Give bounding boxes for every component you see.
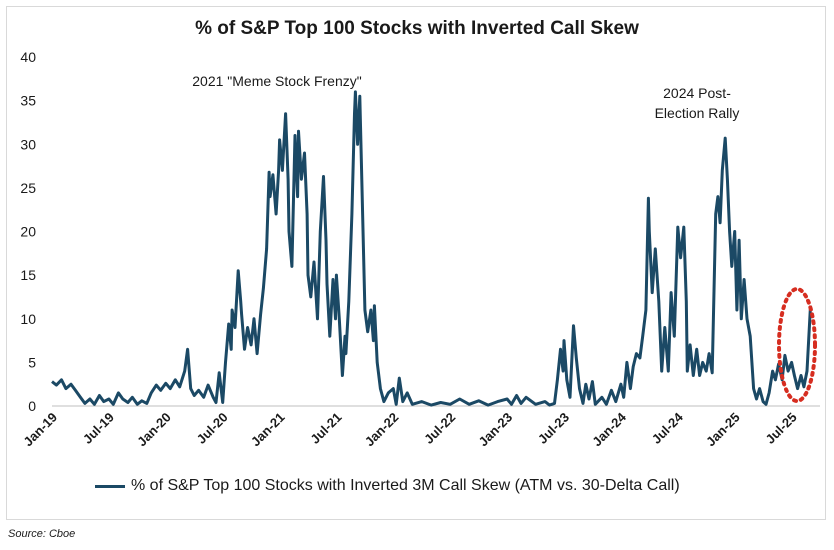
chart-title: % of S&P Top 100 Stocks with Inverted Ca… (195, 18, 639, 39)
y-tick-label: 10 (20, 311, 36, 327)
x-tick-label: Jul-21 (307, 410, 344, 447)
series-layer (51, 90, 812, 407)
series-line (51, 90, 812, 407)
x-tick-label: Jan-25 (703, 410, 743, 450)
x-tick-label: Jul-20 (194, 410, 231, 447)
annotation-post-election-line2: Election Rally (655, 105, 740, 121)
source-note: Source: Cboe (8, 528, 76, 540)
y-tick-label: 40 (20, 49, 36, 65)
x-tick-label: Jan-20 (134, 410, 174, 450)
legend-label: % of S&P Top 100 Stocks with Inverted 3M… (131, 477, 680, 494)
x-tick-label: Jan-23 (475, 410, 515, 450)
y-tick-label: 25 (20, 180, 36, 196)
annotation-meme-stock: 2021 "Meme Stock Frenzy" (192, 73, 361, 89)
highlight-ellipse (777, 287, 817, 403)
x-axis: Jan-19 Jul-19 Jan-20 Jul-20 Jan-21 Jul-21 Jan-… (20, 405, 820, 450)
x-tick-label: Jul-19 (80, 410, 117, 447)
y-tick-label: 0 (28, 398, 36, 414)
x-tick-label: Jan-19 (20, 410, 60, 450)
chart-frame (6, 6, 826, 520)
y-tick-label: 5 (28, 354, 36, 370)
y-axis: 0 5 10 15 20 25 30 35 40 (20, 49, 36, 414)
legend: % of S&P Top 100 Stocks with Inverted 3M… (95, 477, 680, 495)
y-tick-label: 20 (20, 224, 36, 240)
x-tick-label: Jan-22 (362, 410, 402, 450)
x-tick-label: Jul-22 (421, 410, 458, 447)
x-tick-label: Jan-24 (589, 409, 629, 449)
legend-swatch (95, 484, 125, 488)
y-tick-label: 30 (20, 136, 36, 152)
x-tick-label: Jul-23 (535, 410, 572, 447)
x-tick-label: Jan-21 (248, 410, 288, 450)
y-tick-label: 15 (20, 267, 36, 283)
x-tick-label: Jul-25 (762, 410, 799, 447)
annotation-post-election-line1: 2024 Post- (663, 85, 731, 101)
x-tick-label: Jul-24 (649, 409, 687, 447)
y-tick-label: 35 (20, 93, 36, 109)
